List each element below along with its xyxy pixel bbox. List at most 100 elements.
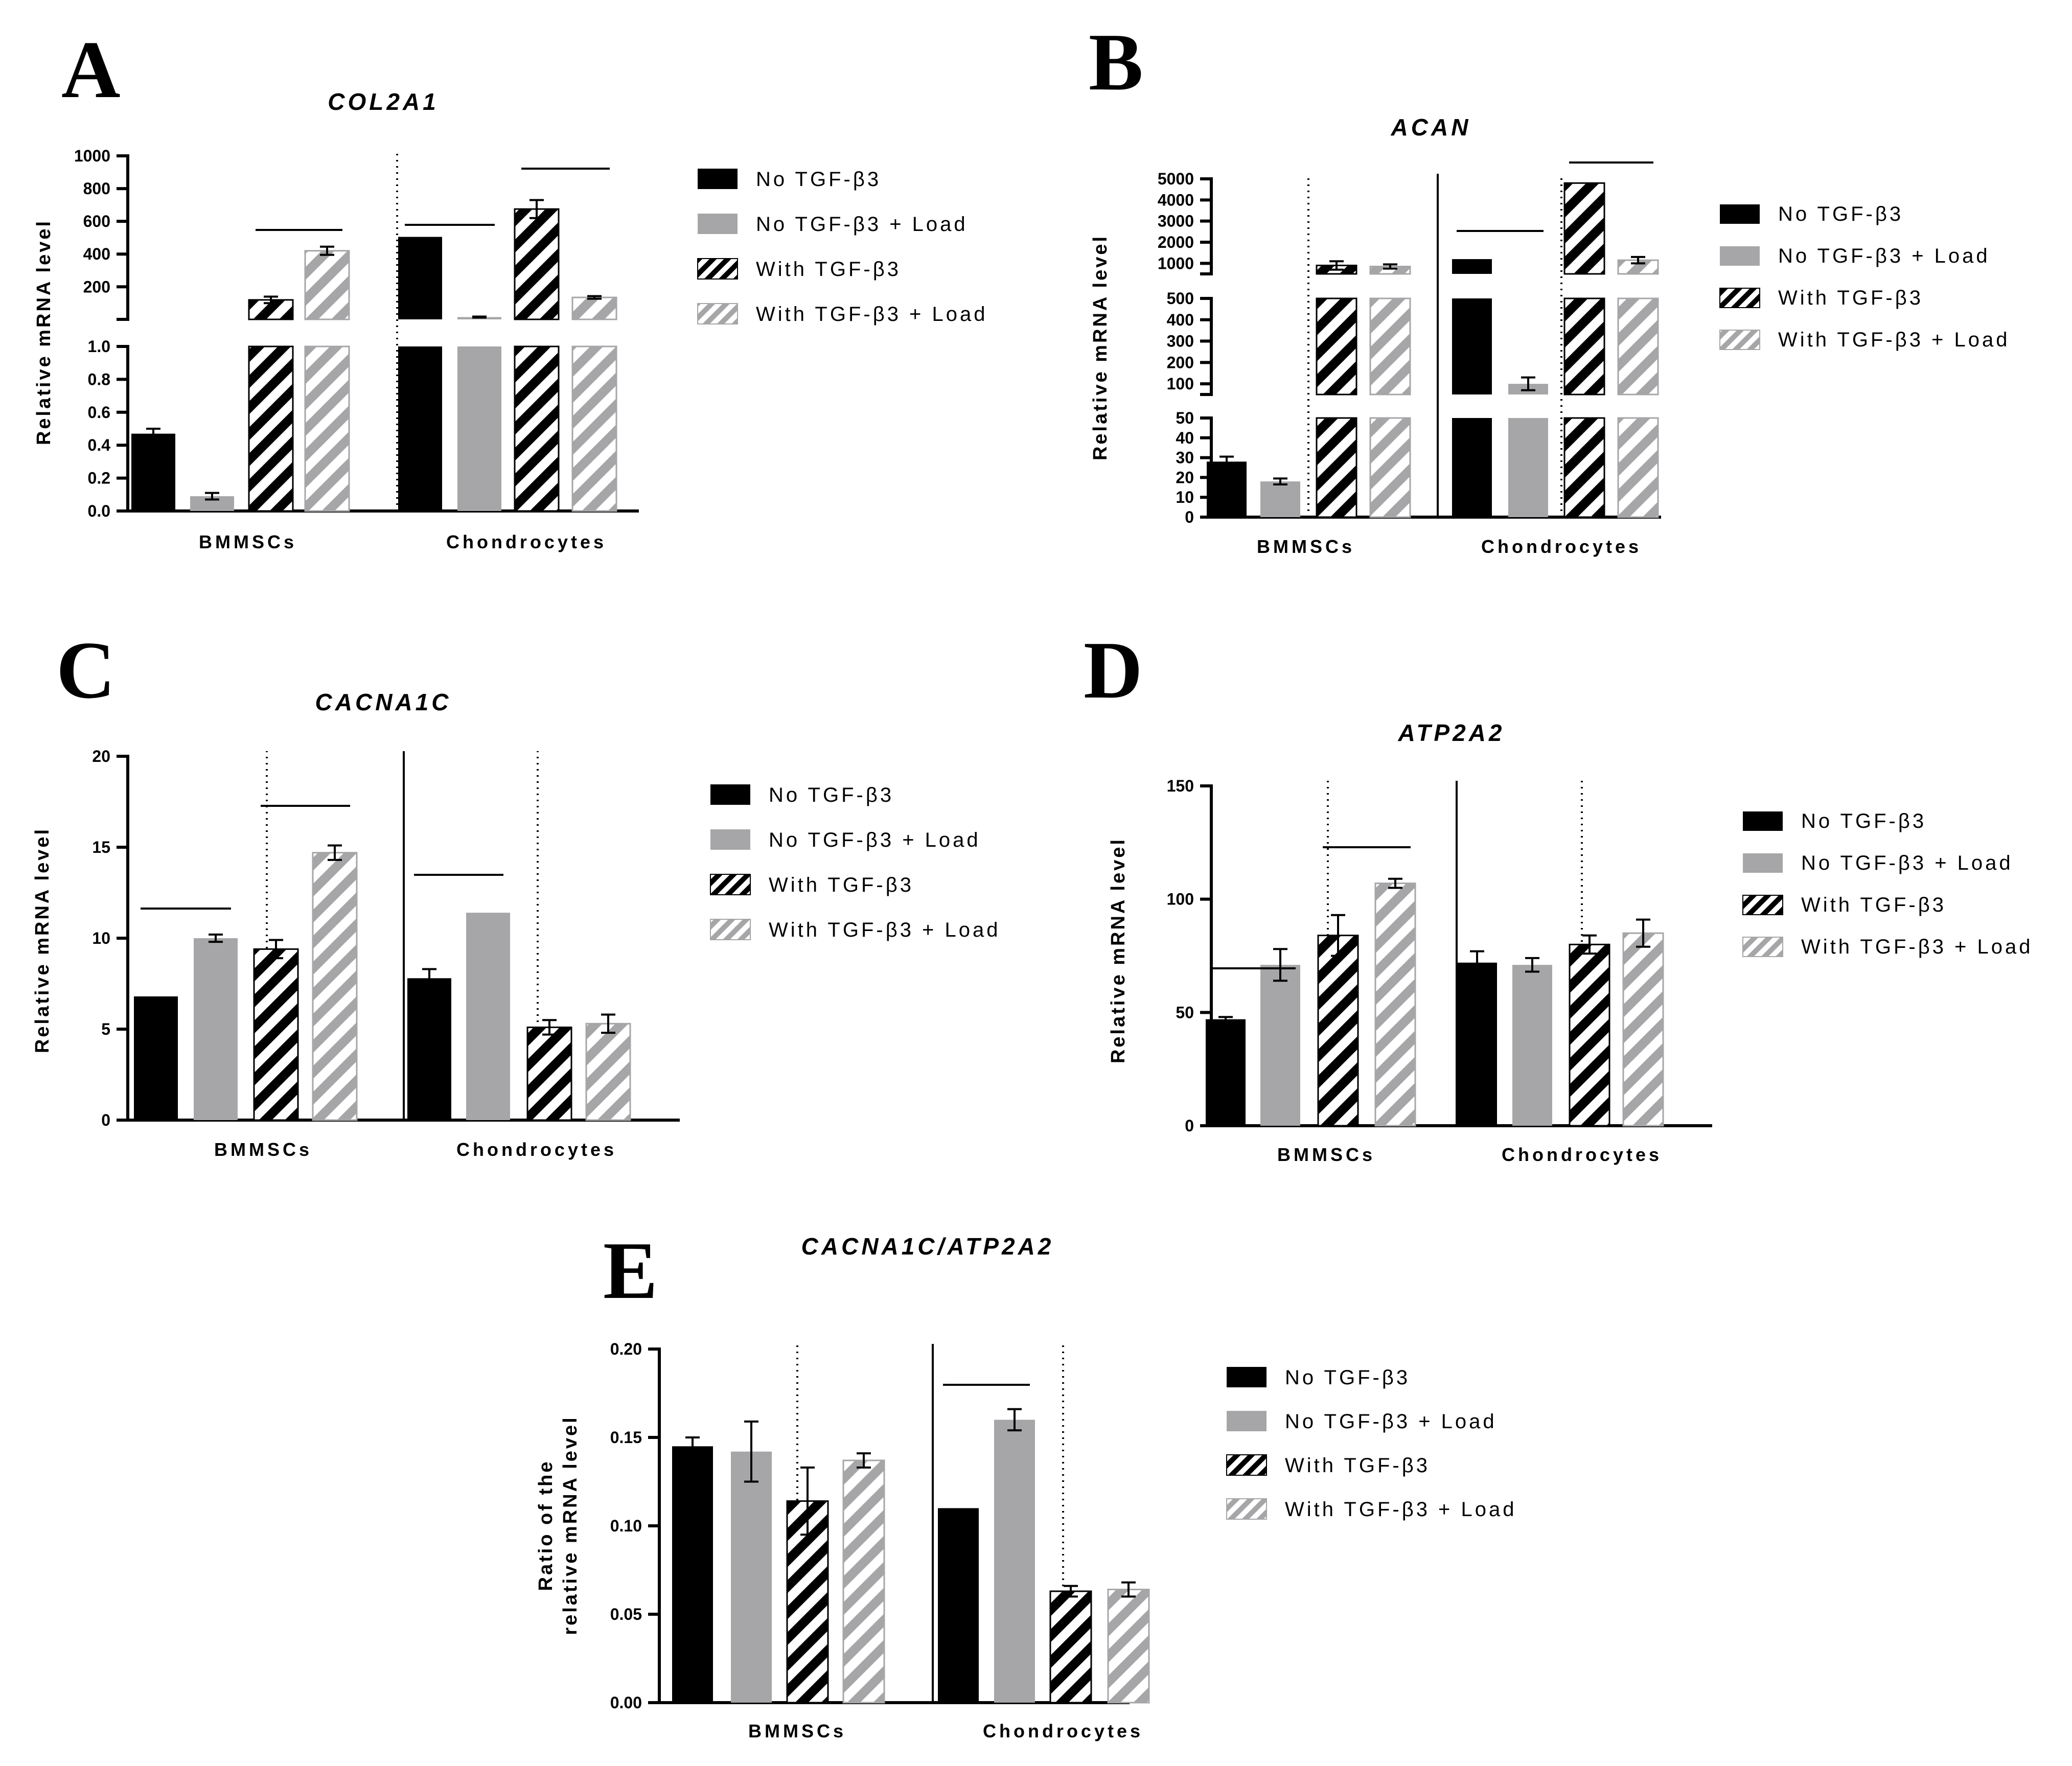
y-tick-label: 40	[1176, 429, 1194, 447]
bar-no-tgf-load-bmmscs	[1260, 965, 1300, 1126]
panel-letter-e: E	[603, 1225, 658, 1316]
bar-no-tgf-chondrocytes	[407, 978, 451, 1120]
panel-letter-d: D	[1084, 624, 1143, 715]
y-tick-label: 5	[101, 1020, 110, 1038]
x-category-label: Chondrocytes	[1502, 1144, 1662, 1165]
y-tick-label: 1.0	[88, 337, 110, 356]
bar-with-tgf-bmmscs	[1317, 935, 1359, 1127]
error-bar	[1273, 477, 1287, 485]
bar-no-tgf-load-chondrocytes	[1508, 418, 1548, 517]
y-tick-label: 0.0	[88, 502, 110, 520]
legend-label-with-tgf-load: With TGF-β3 + Load	[1801, 936, 2033, 958]
legend-label-with-tgf-load: With TGF-β3 + Load	[769, 919, 1001, 941]
legend-swatch-no-tgf-load	[698, 214, 738, 234]
legend-swatch-with-tgf-load	[697, 303, 738, 324]
y-tick-label: 2000	[1158, 233, 1194, 251]
bar-with-tgf-load-chondrocytes	[1617, 297, 1659, 396]
error-bar	[1470, 950, 1484, 975]
error-bar	[472, 315, 487, 319]
bar-no-tgf-load-bmmscs	[731, 1451, 772, 1703]
bar-no-tgf-chondrocytes	[1452, 259, 1492, 274]
bar-no-tgf-bmmscs	[1207, 461, 1247, 517]
panel-letter-c: C	[56, 624, 116, 715]
bar-with-tgf-load-chondrocytes	[1622, 932, 1664, 1127]
legend-swatch-no-tgf	[1720, 204, 1760, 224]
y-tick-label: 500	[1167, 289, 1194, 308]
y-tick-label: 0	[1185, 508, 1194, 526]
error-bar	[1329, 260, 1344, 271]
legend-label-with-tgf: With TGF-β3	[769, 874, 914, 896]
y-tick-label: 100	[1167, 890, 1194, 909]
bar-no-tgf-load-bmmscs	[194, 938, 238, 1120]
legend-label-no-tgf-load: No TGF-β3 + Load	[1285, 1410, 1497, 1433]
legend-swatch-with-tgf	[1719, 288, 1760, 308]
bar-with-tgf-chondrocytes	[1563, 297, 1605, 396]
bar-no-tgf-chondrocytes	[1452, 418, 1492, 517]
x-category-label: BMMSCs	[214, 1139, 312, 1160]
y-tick-label: 1000	[1158, 254, 1194, 272]
bar-no-tgf-bmmscs	[672, 1446, 713, 1703]
y-tick-label: 0	[1185, 1117, 1194, 1135]
y-tick-label: 3000	[1158, 212, 1194, 230]
legend-label-with-tgf: With TGF-β3	[1285, 1454, 1430, 1477]
bar-with-tgf-load-chondrocytes	[1107, 1589, 1150, 1704]
panel-b-chart: ACAN010203040501002003004005001000200030…	[1090, 114, 2008, 557]
y-tick-label: 400	[1167, 311, 1194, 329]
y-axis-title: relative mRNA level	[560, 1415, 581, 1635]
bar-with-tgf-load-bmmscs	[304, 250, 350, 320]
error-bar	[269, 939, 283, 960]
legend-swatch-no-tgf	[698, 169, 738, 189]
bar-with-tgf-load-bmmscs	[1369, 297, 1411, 396]
legend-label-no-tgf-load: No TGF-β3 + Load	[1801, 852, 2013, 874]
bar-with-tgf-bmmscs	[248, 345, 294, 512]
bar-with-tgf-chondrocytes	[1563, 182, 1605, 275]
legend-label-with-tgf-load: With TGF-β3 + Load	[1285, 1498, 1517, 1521]
y-tick-label: 300	[1167, 332, 1194, 351]
y-tick-label: 30	[1176, 449, 1194, 467]
x-category-label: Chondrocytes	[983, 1721, 1143, 1741]
y-tick-label: 50	[1176, 409, 1194, 427]
panel-c-chart: CACNA1C 0 5 10 15 20 Relative mRNA level BMMSCs…	[32, 689, 1001, 1160]
error-bar	[1388, 877, 1402, 889]
legend-label-no-tgf-load: No TGF-β3 + Load	[1778, 245, 1990, 267]
error-bar	[1121, 1581, 1136, 1598]
legend-swatch-with-tgf	[1742, 895, 1783, 915]
legend-swatch-no-tgf	[1743, 811, 1783, 831]
error-bar	[422, 968, 436, 989]
y-tick-label: 0.20	[610, 1340, 642, 1358]
error-bar	[1636, 918, 1650, 948]
bar-with-tgf-load-bmmscs	[842, 1459, 885, 1704]
bar-no-tgf-load-chondrocytes	[994, 1420, 1035, 1703]
bar-with-tgf-chondrocytes	[526, 1026, 572, 1121]
y-tick-label: 0.10	[610, 1517, 642, 1535]
legend-swatch-with-tgf-load	[710, 919, 751, 940]
y-tick-label: 0.2	[88, 469, 110, 487]
error-bar	[1521, 376, 1535, 391]
y-tick-label: 800	[83, 179, 110, 198]
bar-no-tgf-bmmscs	[131, 433, 175, 511]
legend-swatch-no-tgf-load	[1743, 853, 1783, 873]
legend-label-no-tgf: No TGF-β3	[1285, 1366, 1410, 1389]
error-bar	[542, 1019, 557, 1036]
bar-with-tgf-load-chondrocytes	[571, 345, 617, 512]
y-tick-label: 0.05	[610, 1605, 642, 1623]
bar-with-tgf-load-chondrocytes	[585, 1023, 631, 1121]
chart-title: COL2A1	[328, 88, 439, 115]
legend-label-no-tgf-load: No TGF-β3 + Load	[756, 213, 968, 236]
y-axis-title: Relative mRNA level	[1108, 838, 1129, 1063]
y-tick-label: 0.6	[88, 403, 110, 422]
bar-with-tgf-chondrocytes	[1049, 1590, 1092, 1704]
panel-letter-b: B	[1089, 16, 1143, 107]
error-bar	[209, 933, 223, 943]
bar-no-tgf-chondrocytes	[1452, 298, 1492, 394]
error-bar	[744, 1420, 758, 1483]
y-tick-label: 20	[1176, 468, 1194, 486]
chart-title: ATP2A2	[1398, 719, 1505, 746]
x-category-label: Chondrocytes	[446, 531, 607, 552]
bar-with-tgf-load-bmmscs	[1369, 417, 1411, 518]
error-bar	[328, 844, 342, 861]
bar-no-tgf-chondrocytes	[398, 346, 442, 511]
bar-with-tgf-bmmscs	[253, 948, 299, 1121]
y-tick-label: 0.00	[610, 1693, 642, 1712]
